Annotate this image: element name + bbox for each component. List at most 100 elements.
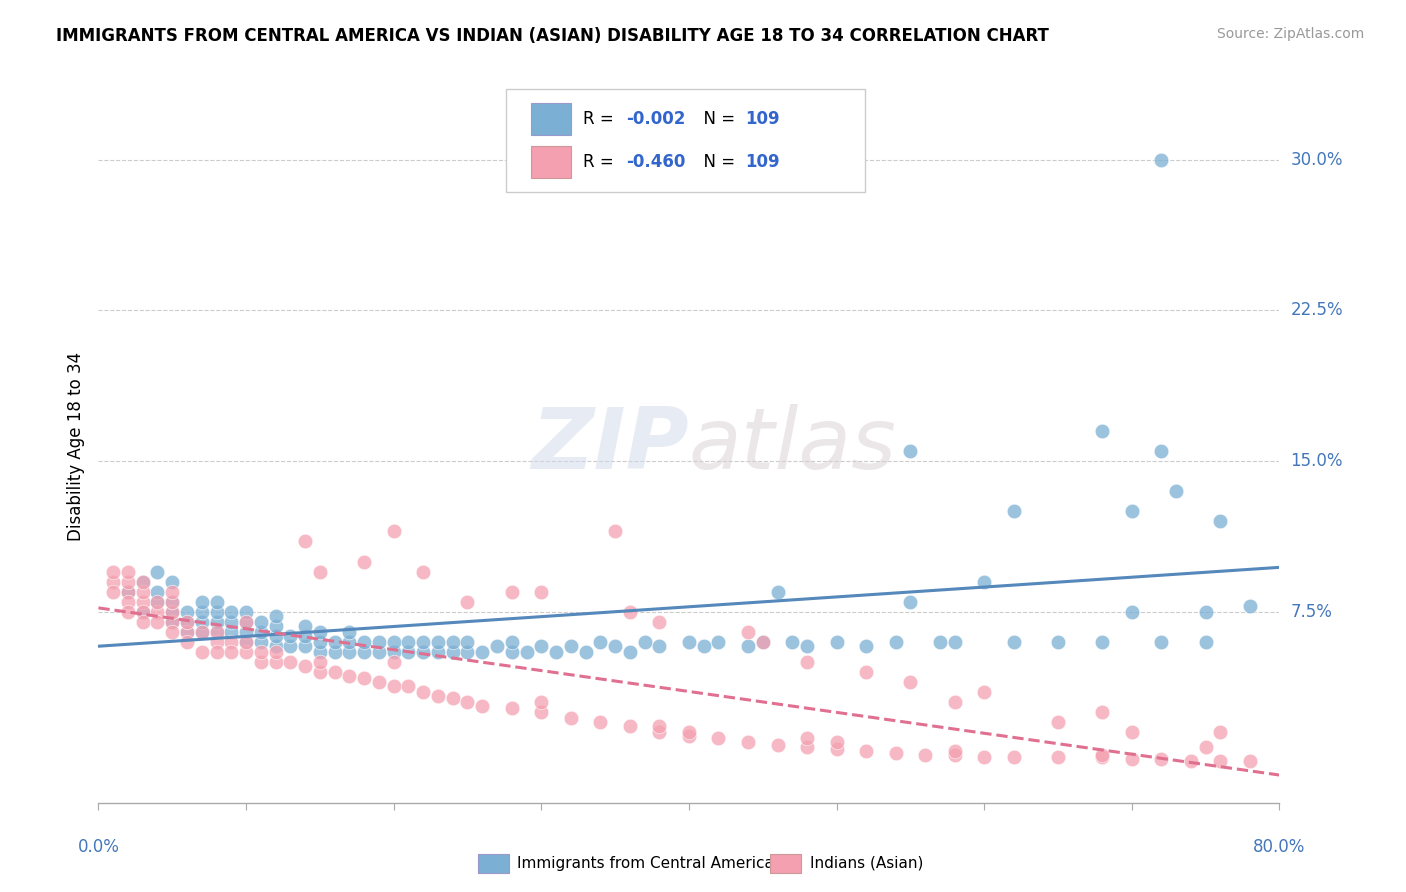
Point: [560, 639, 582, 653]
Point: [1209, 515, 1232, 529]
Point: [176, 615, 198, 629]
Point: [146, 595, 169, 609]
Point: [117, 595, 139, 609]
Point: [1150, 751, 1173, 765]
Point: [191, 615, 214, 629]
Point: [914, 747, 936, 762]
Point: [1121, 725, 1143, 739]
Point: [1091, 747, 1114, 762]
Point: [323, 645, 346, 659]
Point: [146, 584, 169, 599]
Point: [250, 645, 273, 659]
Point: [398, 679, 420, 693]
Point: [353, 671, 375, 685]
Point: [191, 624, 214, 639]
Point: [648, 615, 671, 629]
Point: [176, 605, 198, 619]
Point: [634, 635, 657, 649]
Point: [900, 444, 922, 458]
Point: [796, 639, 818, 653]
Point: [162, 605, 183, 619]
Point: [1046, 635, 1070, 649]
Text: 0.0%: 0.0%: [77, 838, 120, 855]
Point: [353, 635, 375, 649]
Point: [943, 635, 966, 649]
Point: [427, 635, 450, 649]
Point: [398, 645, 420, 659]
Text: Indians (Asian): Indians (Asian): [810, 856, 924, 871]
Point: [176, 635, 198, 649]
Point: [132, 615, 155, 629]
Point: [250, 624, 273, 639]
Point: [501, 701, 523, 715]
Text: N =: N =: [693, 110, 741, 128]
Point: [412, 685, 434, 699]
Point: [117, 584, 139, 599]
Point: [973, 685, 995, 699]
Point: [162, 595, 183, 609]
Point: [368, 645, 391, 659]
Point: [353, 555, 375, 569]
Point: [1046, 715, 1070, 730]
Point: [929, 635, 952, 649]
Point: [589, 715, 612, 730]
Point: [973, 574, 995, 589]
Point: [339, 669, 361, 683]
Point: [766, 584, 789, 599]
Point: [412, 565, 434, 579]
Point: [1121, 504, 1143, 518]
Point: [1121, 605, 1143, 619]
Point: [1195, 635, 1218, 649]
Text: IMMIGRANTS FROM CENTRAL AMERICA VS INDIAN (ASIAN) DISABILITY AGE 18 TO 34 CORREL: IMMIGRANTS FROM CENTRAL AMERICA VS INDIA…: [56, 27, 1049, 45]
Point: [398, 635, 420, 649]
Point: [235, 615, 257, 629]
Point: [191, 645, 214, 659]
Point: [294, 629, 316, 643]
Point: [162, 615, 183, 629]
Point: [309, 565, 332, 579]
Text: atlas: atlas: [689, 404, 897, 488]
Point: [280, 629, 302, 643]
Text: N =: N =: [693, 153, 741, 171]
Point: [884, 635, 907, 649]
Point: [146, 565, 169, 579]
Point: [1150, 635, 1173, 649]
Point: [221, 645, 243, 659]
Point: [103, 565, 125, 579]
Point: [309, 655, 332, 669]
Point: [855, 639, 877, 653]
Point: [1239, 754, 1261, 768]
Point: [117, 584, 139, 599]
Point: [132, 605, 155, 619]
Point: [412, 635, 434, 649]
Point: [1002, 635, 1025, 649]
Point: [707, 731, 730, 746]
Point: [1046, 749, 1070, 764]
Point: [605, 639, 627, 653]
Point: [560, 711, 582, 725]
Point: [825, 741, 848, 756]
Point: [648, 725, 671, 739]
Point: [1150, 444, 1173, 458]
Point: [146, 595, 169, 609]
Point: [1195, 605, 1218, 619]
Point: [264, 619, 287, 633]
Point: [486, 639, 509, 653]
Point: [648, 719, 671, 733]
Point: [264, 608, 287, 623]
Point: [368, 635, 391, 649]
Point: [235, 605, 257, 619]
Point: [575, 645, 598, 659]
Point: [737, 639, 759, 653]
Point: [294, 534, 316, 549]
Point: [309, 635, 332, 649]
Point: [191, 605, 214, 619]
Point: [973, 749, 995, 764]
Point: [221, 605, 243, 619]
Point: [264, 629, 287, 643]
Point: [280, 655, 302, 669]
Text: R =: R =: [583, 110, 620, 128]
Point: [235, 635, 257, 649]
Point: [441, 645, 464, 659]
Point: [382, 645, 405, 659]
